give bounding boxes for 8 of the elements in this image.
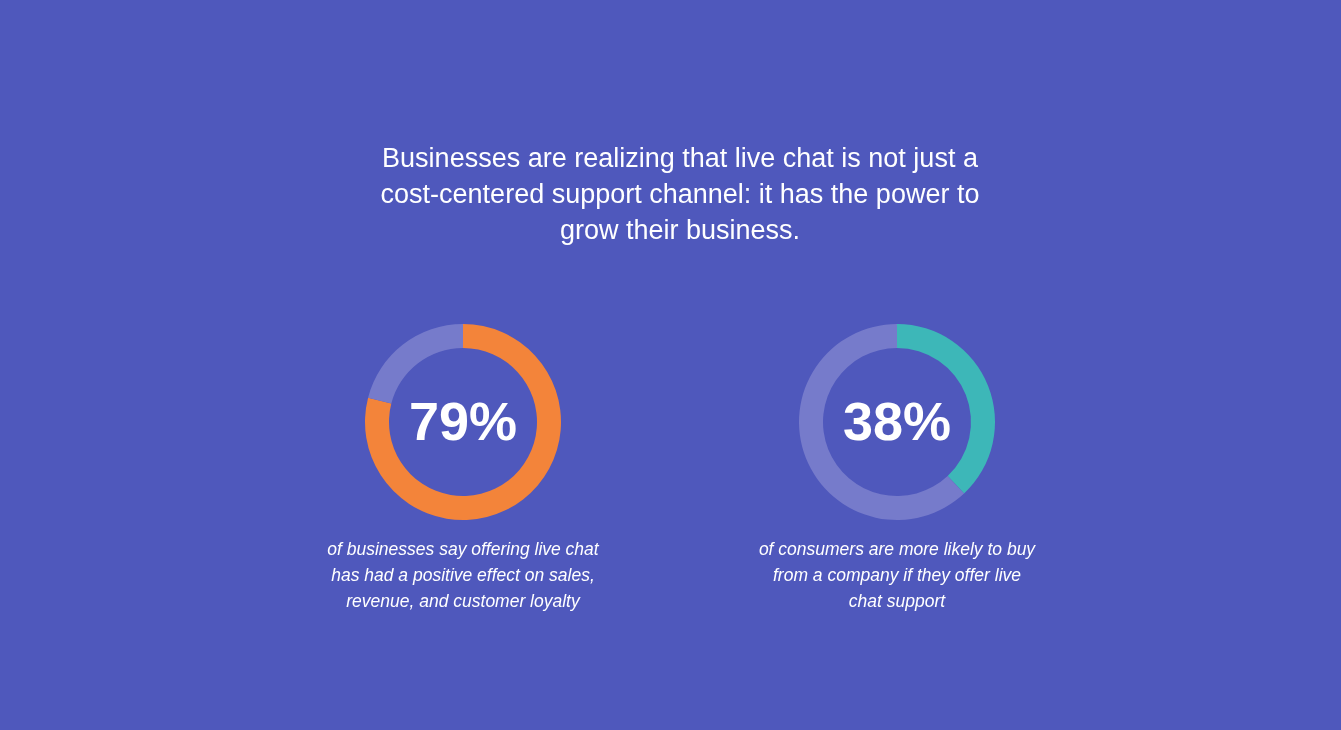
data-label: 38%: [842, 391, 952, 451]
text: of consumers are more likely to buy from a company if they offer live chat support: [758, 539, 1037, 611]
donut-slice: [368, 324, 463, 404]
data-label: 79%: [408, 391, 518, 451]
donut-slice: [799, 324, 965, 520]
text: of businesses say offering live chat has had a positive effect on sales, revenue, and customer loyalty: [327, 539, 600, 611]
text: Businesses are realizing that live chat is not just a cost-centered support channel: it has the power to grow their business.: [380, 143, 980, 245]
donut-slice: [365, 324, 561, 520]
